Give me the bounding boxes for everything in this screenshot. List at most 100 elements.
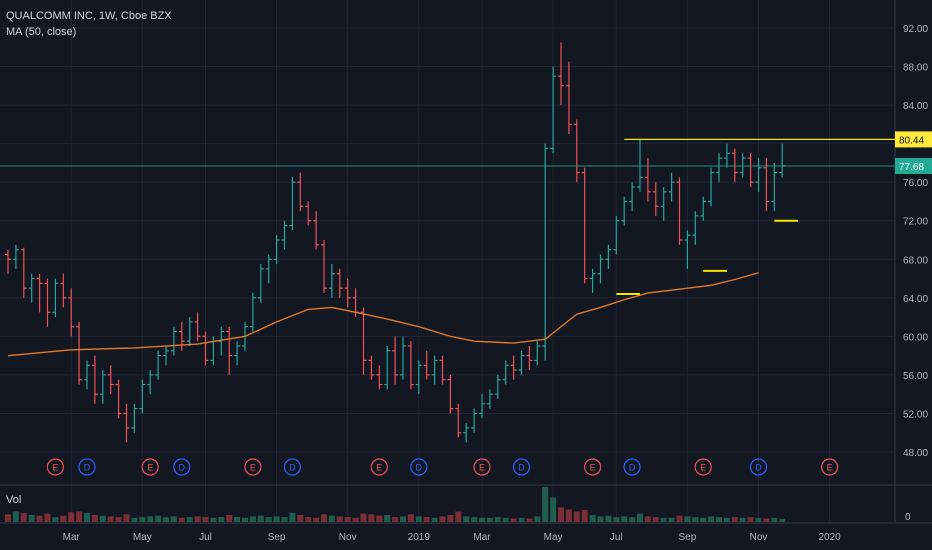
volume-bar <box>415 516 422 522</box>
last-price-label: 77.68 <box>899 162 924 173</box>
event-marker-label: E <box>147 463 153 473</box>
volume-bar <box>352 517 359 522</box>
volume-bar <box>328 515 335 522</box>
volume-bar <box>447 515 454 522</box>
event-marker-label: D <box>755 463 762 473</box>
volume-bar <box>265 517 272 522</box>
volume-bar <box>550 497 557 522</box>
volume-bar <box>155 515 162 522</box>
volume-bar <box>139 517 146 522</box>
volume-bar <box>147 516 154 522</box>
x-tick-label: Jul <box>610 532 623 543</box>
event-marker-label: E <box>52 463 58 473</box>
event-marker-label: E <box>590 463 596 473</box>
volume-bar <box>242 517 248 522</box>
volume-bar <box>621 516 628 522</box>
indicator-label[interactable]: MA (50, close) <box>6 26 77 38</box>
volume-bar <box>99 515 106 522</box>
volume-bar <box>321 514 327 522</box>
volume-bar <box>471 517 478 522</box>
volume-bar <box>423 517 430 522</box>
volume-bar <box>676 515 683 522</box>
event-marker-label: D <box>179 463 186 473</box>
volume-bar <box>360 513 367 522</box>
earnings-event-icon <box>583 458 602 476</box>
event-marker-label: D <box>84 463 91 473</box>
volume-bar <box>170 516 177 522</box>
volume-bar <box>605 515 612 522</box>
symbol-title: QUALCOMM INC, 1W, Cboe BZX <box>6 10 172 22</box>
volume-bar <box>76 511 83 522</box>
earnings-event-icon <box>694 458 712 476</box>
volume-bar <box>692 517 699 522</box>
event-marker-label: E <box>479 463 485 473</box>
volume-bar <box>668 517 675 522</box>
volume-bar <box>368 514 375 522</box>
volume-bar <box>494 517 501 522</box>
resistance-price-label: 80.44 <box>899 135 924 146</box>
volume-bar <box>708 516 715 522</box>
volume-bar <box>431 517 438 522</box>
volume-bar <box>178 517 185 522</box>
volume-bar <box>28 515 35 522</box>
y-tick-label: 60.00 <box>903 332 928 343</box>
volume-bar <box>131 517 138 522</box>
volume-bar <box>747 517 754 522</box>
volume-bar <box>186 517 193 522</box>
volume-bar <box>344 517 351 522</box>
volume-bar <box>534 516 541 522</box>
event-marker-label: D <box>289 463 296 473</box>
volume-bar <box>755 517 762 522</box>
y-tick-label: 72.00 <box>903 217 928 228</box>
volume-bar <box>281 517 288 522</box>
event-marker-label: D <box>518 463 525 473</box>
ma50-line <box>7 272 759 357</box>
x-tick-label: Nov <box>750 532 768 543</box>
volume-bar <box>455 511 462 522</box>
y-tick-label: 56.00 <box>903 371 928 382</box>
y-tick-label: 76.00 <box>903 178 928 189</box>
earnings-event-icon <box>46 458 65 476</box>
volume-bar <box>597 516 604 522</box>
volume-bar <box>486 517 493 522</box>
volume-bar <box>652 517 659 522</box>
earnings-event-icon <box>141 458 159 476</box>
volume-bar <box>463 516 470 522</box>
volume-bar <box>44 513 51 522</box>
volume-bar <box>771 517 778 522</box>
volume-bar <box>226 515 233 522</box>
volume-bar <box>336 516 343 522</box>
volume-bar <box>739 517 746 522</box>
volume-bar <box>731 517 738 522</box>
event-marker-label: E <box>827 463 833 473</box>
volume-bar <box>407 514 414 522</box>
volume-bar <box>502 517 509 522</box>
volume-bar <box>163 517 169 522</box>
volume-bar <box>257 515 264 522</box>
volume-bar <box>115 517 122 522</box>
volume-bar <box>20 512 27 522</box>
volume-bar <box>194 516 201 522</box>
x-tick-label: 2019 <box>408 532 431 543</box>
earnings-event-icon <box>473 458 491 476</box>
earnings-event-icon <box>370 458 388 476</box>
volume-bar <box>376 515 383 522</box>
x-tick-label: Sep <box>268 532 286 543</box>
volume-bar <box>91 515 98 522</box>
y-tick-label: 64.00 <box>903 294 928 305</box>
volume-bar <box>510 518 517 522</box>
x-tick-label: Mar <box>473 532 491 543</box>
volume-bar <box>589 515 596 522</box>
dividend-event-icon <box>78 458 96 476</box>
volume-bar <box>12 511 19 522</box>
resistance-price-tag <box>895 131 932 148</box>
x-tick-label: Sep <box>679 532 697 543</box>
y-tick-label: 92.00 <box>903 24 928 35</box>
volume-bar <box>542 487 549 522</box>
y-tick-label: 68.00 <box>903 255 928 266</box>
volume-bar <box>526 518 533 522</box>
volume-bar <box>637 513 643 522</box>
dividend-event-icon <box>749 458 768 476</box>
volume-bar <box>60 515 67 522</box>
